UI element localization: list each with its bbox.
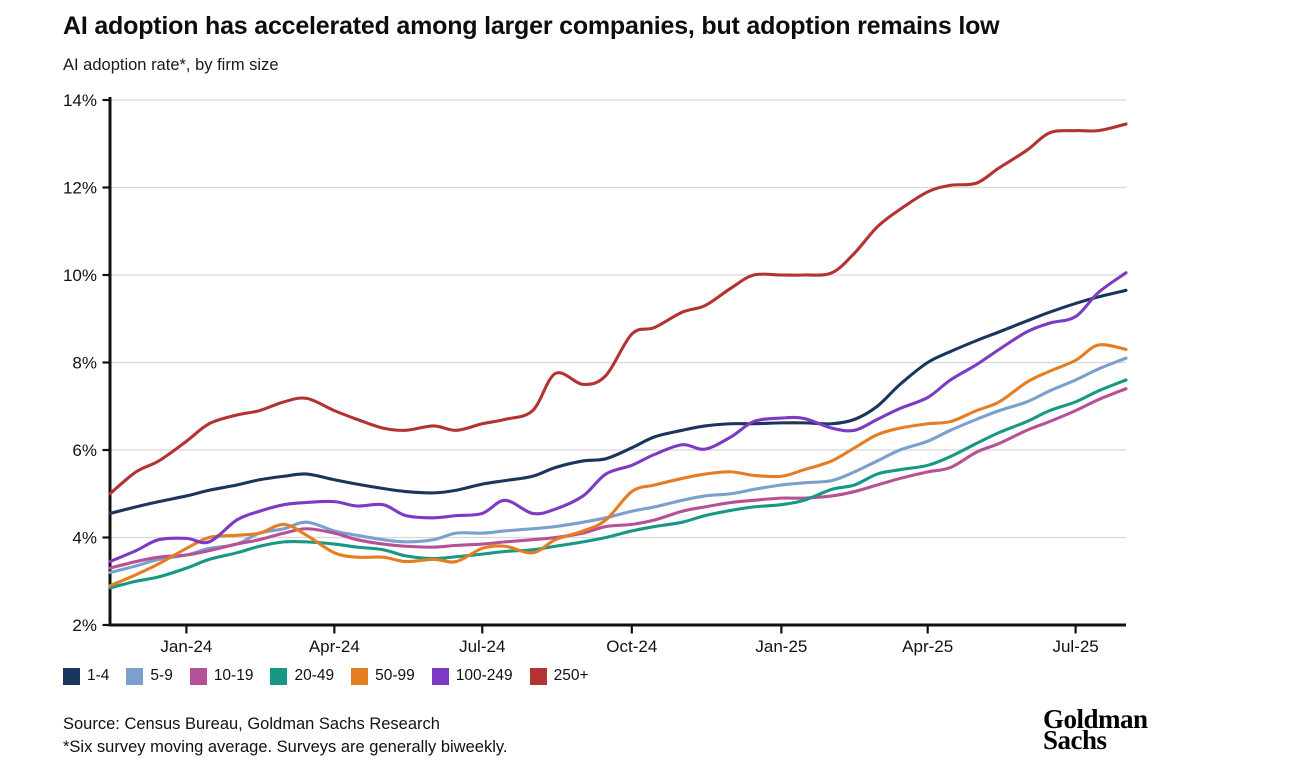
footnote-line: *Six survey moving average. Surveys are … xyxy=(63,738,508,756)
series-line-250+ xyxy=(108,122,1128,496)
chart-legend: 1-4 5-9 10-19 20-49 50-99 100-249 250+ xyxy=(63,667,589,685)
legend-item-20-49: 20-49 xyxy=(270,667,334,685)
y-axis-label: 14% xyxy=(63,91,97,110)
series-line-5-9 xyxy=(108,356,1128,575)
y-axis-label: 4% xyxy=(72,529,97,548)
legend-label: 5-9 xyxy=(150,667,173,684)
x-axis-label: Oct-24 xyxy=(606,637,657,656)
logo-line-1: Goldman xyxy=(1043,704,1148,734)
legend-swatch-1-4 xyxy=(63,667,80,685)
y-axis-label: 10% xyxy=(63,266,97,285)
legend-label: 1-4 xyxy=(87,667,110,684)
legend-item-1-4: 1-4 xyxy=(63,667,109,685)
series-line-20-49 xyxy=(108,378,1128,590)
y-axis-label: 6% xyxy=(72,441,97,460)
legend-item-5-9: 5-9 xyxy=(126,667,173,685)
y-axis-label: 2% xyxy=(72,616,97,635)
x-axis-label: Jul-25 xyxy=(1052,637,1098,656)
series-line-1-4 xyxy=(108,288,1128,515)
x-axis-label: Jul-24 xyxy=(459,637,505,656)
legend-item-250+: 250+ xyxy=(529,667,589,685)
goldman-sachs-logo: Goldman Sachs xyxy=(1043,704,1148,755)
x-axis-label: Apr-25 xyxy=(902,637,953,656)
x-axis-label: Jan-25 xyxy=(755,637,807,656)
logo-line-2: Sachs xyxy=(1043,725,1107,755)
legend-label: 10-19 xyxy=(213,667,254,684)
legend-item-10-19: 10-19 xyxy=(189,667,254,685)
x-axis-label: Apr-24 xyxy=(309,637,360,656)
legend-label: 20-49 xyxy=(294,667,335,684)
legend-swatch-10-19 xyxy=(189,667,207,685)
chart-subtitle: AI adoption rate*, by firm size xyxy=(63,56,279,74)
legend-label: 50-99 xyxy=(375,667,415,684)
series-line-50-99 xyxy=(108,343,1128,588)
legend-label: 100-249 xyxy=(455,667,513,684)
chart-title: AI adoption has accelerated among larger… xyxy=(63,12,1000,40)
series-line-100-249 xyxy=(108,271,1128,564)
legend-swatch-250+ xyxy=(529,667,547,685)
legend-swatch-50-99 xyxy=(351,667,369,685)
legend-item-100-249: 100-249 xyxy=(431,667,513,685)
y-axis-label: 12% xyxy=(63,179,97,198)
source-note: Source: Census Bureau, Goldman Sachs Res… xyxy=(63,713,507,759)
source-line: Source: Census Bureau, Goldman Sachs Res… xyxy=(63,715,440,733)
legend-item-50-99: 50-99 xyxy=(351,667,415,685)
legend-swatch-100-249 xyxy=(431,667,449,685)
series-line-10-19 xyxy=(108,387,1128,570)
y-axis-label: 8% xyxy=(72,354,97,373)
x-axis-label: Jan-24 xyxy=(160,637,212,656)
legend-swatch-5-9 xyxy=(126,667,144,685)
legend-label: 250+ xyxy=(553,667,589,684)
legend-swatch-20-49 xyxy=(270,667,288,685)
